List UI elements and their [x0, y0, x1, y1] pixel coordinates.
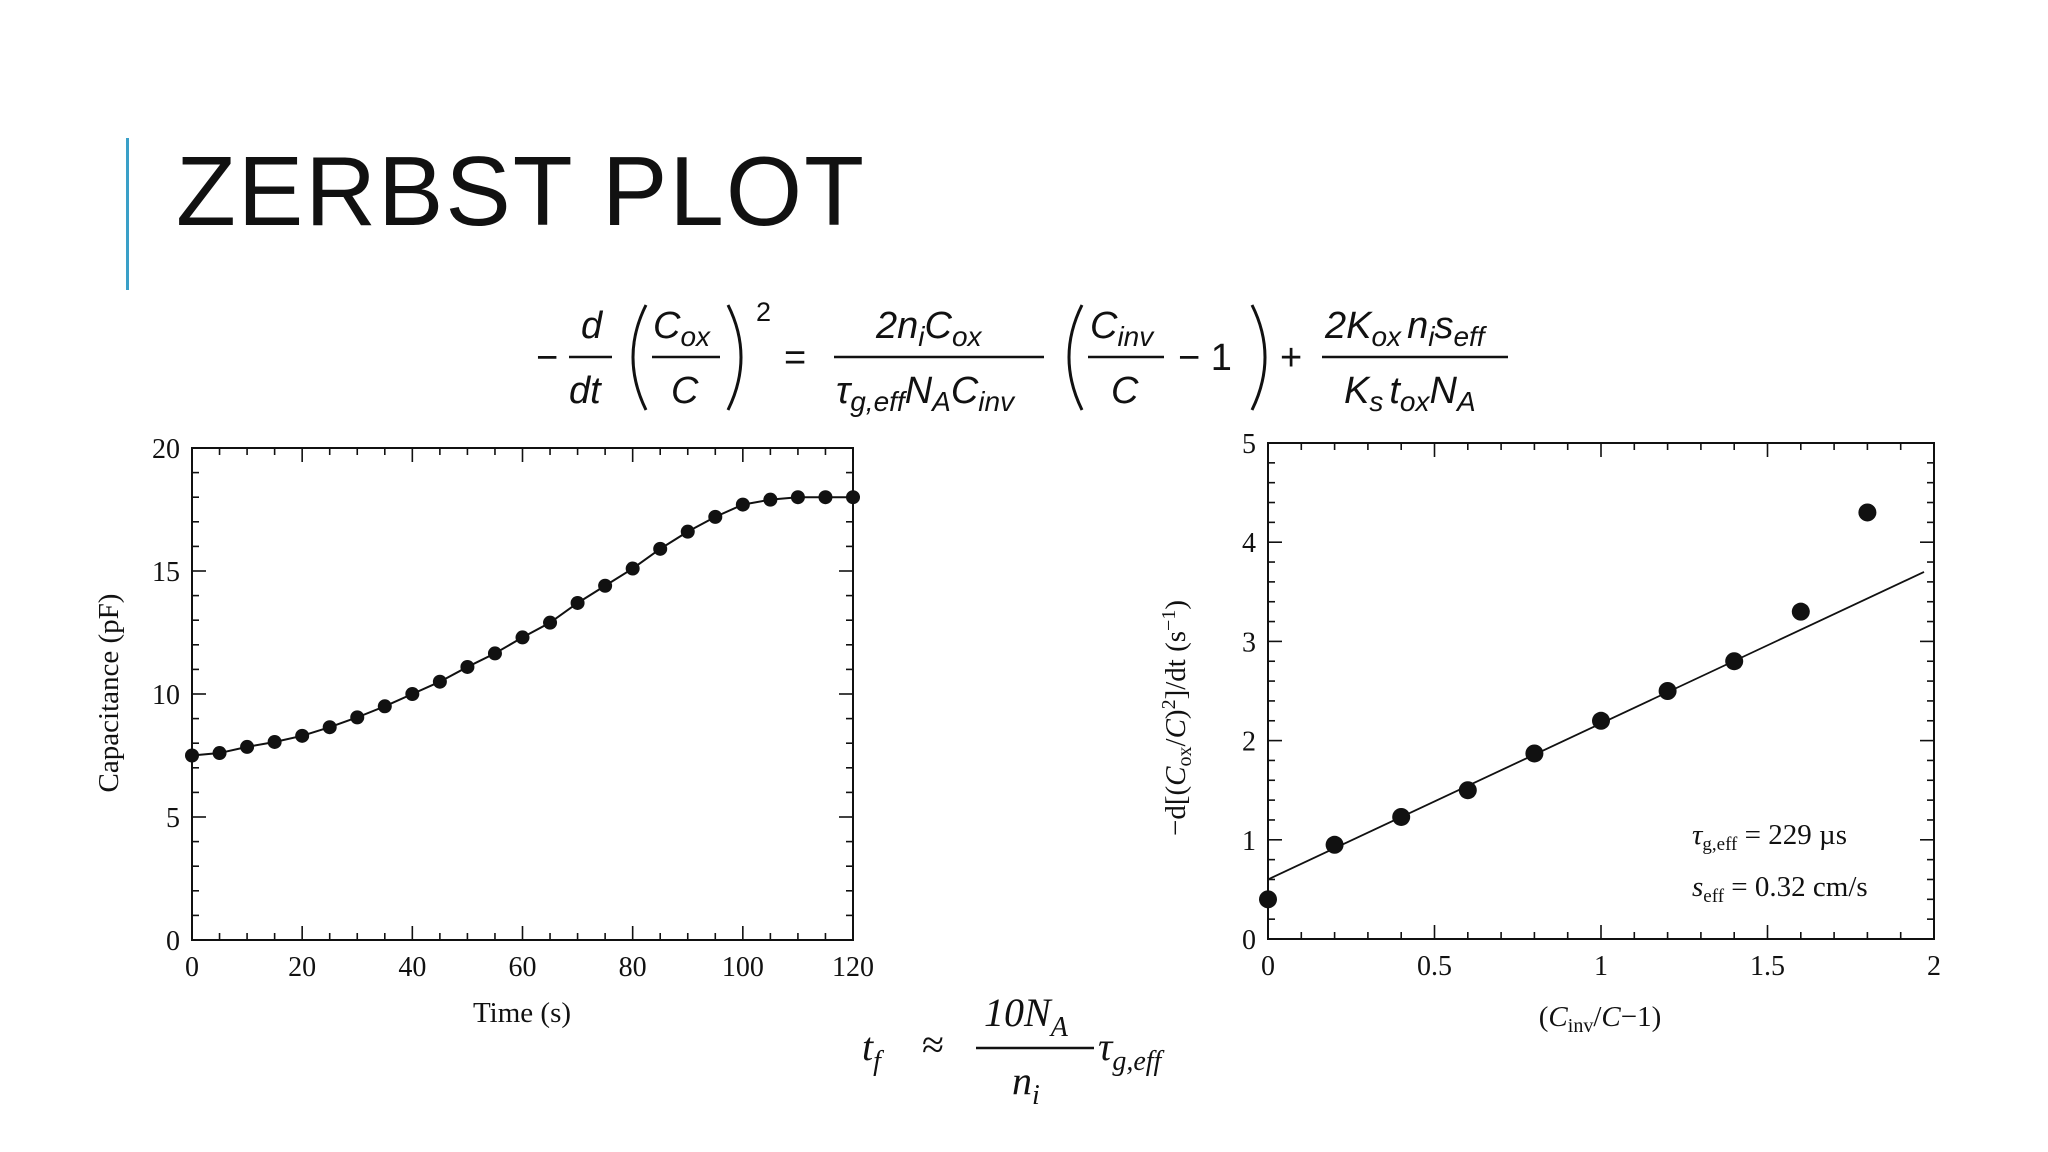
right-x-tick-label: 2: [1927, 951, 1941, 982]
right-x-tick-label: 0: [1261, 951, 1275, 982]
left-data-point: [653, 541, 668, 556]
right-data-point: [1725, 652, 1744, 671]
right-y-tick-label: 1: [1242, 826, 1256, 857]
right-data-point: [1658, 682, 1677, 700]
left-data-point: [598, 578, 613, 593]
left-data-point: [543, 615, 558, 630]
right-y-tick-label: 3: [1242, 627, 1256, 658]
left-data-point: [625, 561, 640, 576]
left-x-tick-label: 120: [832, 952, 874, 983]
right-data-point: [1458, 781, 1477, 800]
left-data-point: [267, 734, 282, 749]
left-x-tick-label: 20: [288, 952, 316, 983]
right-y-tick-label: 2: [1242, 727, 1256, 758]
left-data-point: [405, 687, 420, 701]
left-data-point: [460, 659, 475, 674]
right-x-tick-label: 0.5: [1417, 951, 1452, 982]
left-data-point: [735, 497, 750, 512]
title-accent-bar: [126, 138, 129, 290]
left-data-point: [185, 748, 199, 763]
left-data-point: [322, 720, 337, 735]
right-y-axis-label: −d[(Cox/C)2]/dt (s−1): [1158, 600, 1196, 836]
right-plot-frame: [1267, 442, 1935, 940]
left-data-point: [680, 524, 695, 539]
right-y-tick-label: 0: [1242, 925, 1256, 956]
left-y-tick-label: 0: [166, 926, 180, 957]
right-data-point: [1259, 890, 1277, 909]
left-data-point: [790, 490, 805, 505]
left-x-tick-label: 0: [185, 952, 199, 983]
left-x-axis-label: Time (s): [473, 997, 571, 1029]
slide-title: ZERBST PLOT: [176, 136, 867, 246]
left-x-tick-label: 60: [509, 952, 537, 983]
left-data-point: [515, 630, 530, 645]
left-data-point: [295, 728, 310, 743]
left-data-point: [212, 746, 227, 761]
tau-annotation: τg,eff = 229 µs: [1692, 819, 1847, 855]
left-x-tick-label: 40: [398, 952, 426, 983]
right-data-point: [1592, 711, 1610, 730]
left-y-axis-label: Capacitance (pF): [93, 594, 125, 793]
left-data-point: [763, 492, 778, 507]
right-y-tick-label: 4: [1242, 528, 1256, 559]
left-data-point: [350, 710, 365, 725]
right-data-point: [1325, 835, 1344, 854]
left-data-point: [240, 739, 255, 754]
left-data-point: [570, 595, 585, 610]
right-data-point: [1858, 503, 1877, 522]
right-data-point: [1791, 602, 1810, 621]
left-data-point: [487, 646, 502, 661]
left-data-point: [818, 490, 833, 505]
s-eff-annotation: seff = 0.32 cm/s: [1692, 871, 1868, 907]
right-x-tick-label: 1.5: [1750, 951, 1785, 982]
left-data-point: [432, 674, 447, 689]
right-y-tick-label: 5: [1242, 429, 1256, 460]
right-x-tick-label: 1: [1594, 951, 1608, 982]
left-y-tick-label: 10: [152, 680, 180, 711]
left-y-tick-label: 5: [166, 803, 180, 834]
right-data-point: [1392, 807, 1411, 826]
right-x-axis-label: (Cinv/C−1): [1539, 1001, 1662, 1037]
left-x-tick-label: 100: [722, 952, 764, 983]
left-data-point: [708, 509, 723, 524]
left-y-tick-label: 15: [152, 557, 180, 588]
left-data-point: [377, 699, 392, 714]
left-data-point: [846, 490, 860, 505]
right-data-point: [1525, 744, 1544, 763]
left-x-tick-label: 80: [619, 952, 647, 983]
left-y-tick-label: 20: [152, 434, 180, 465]
